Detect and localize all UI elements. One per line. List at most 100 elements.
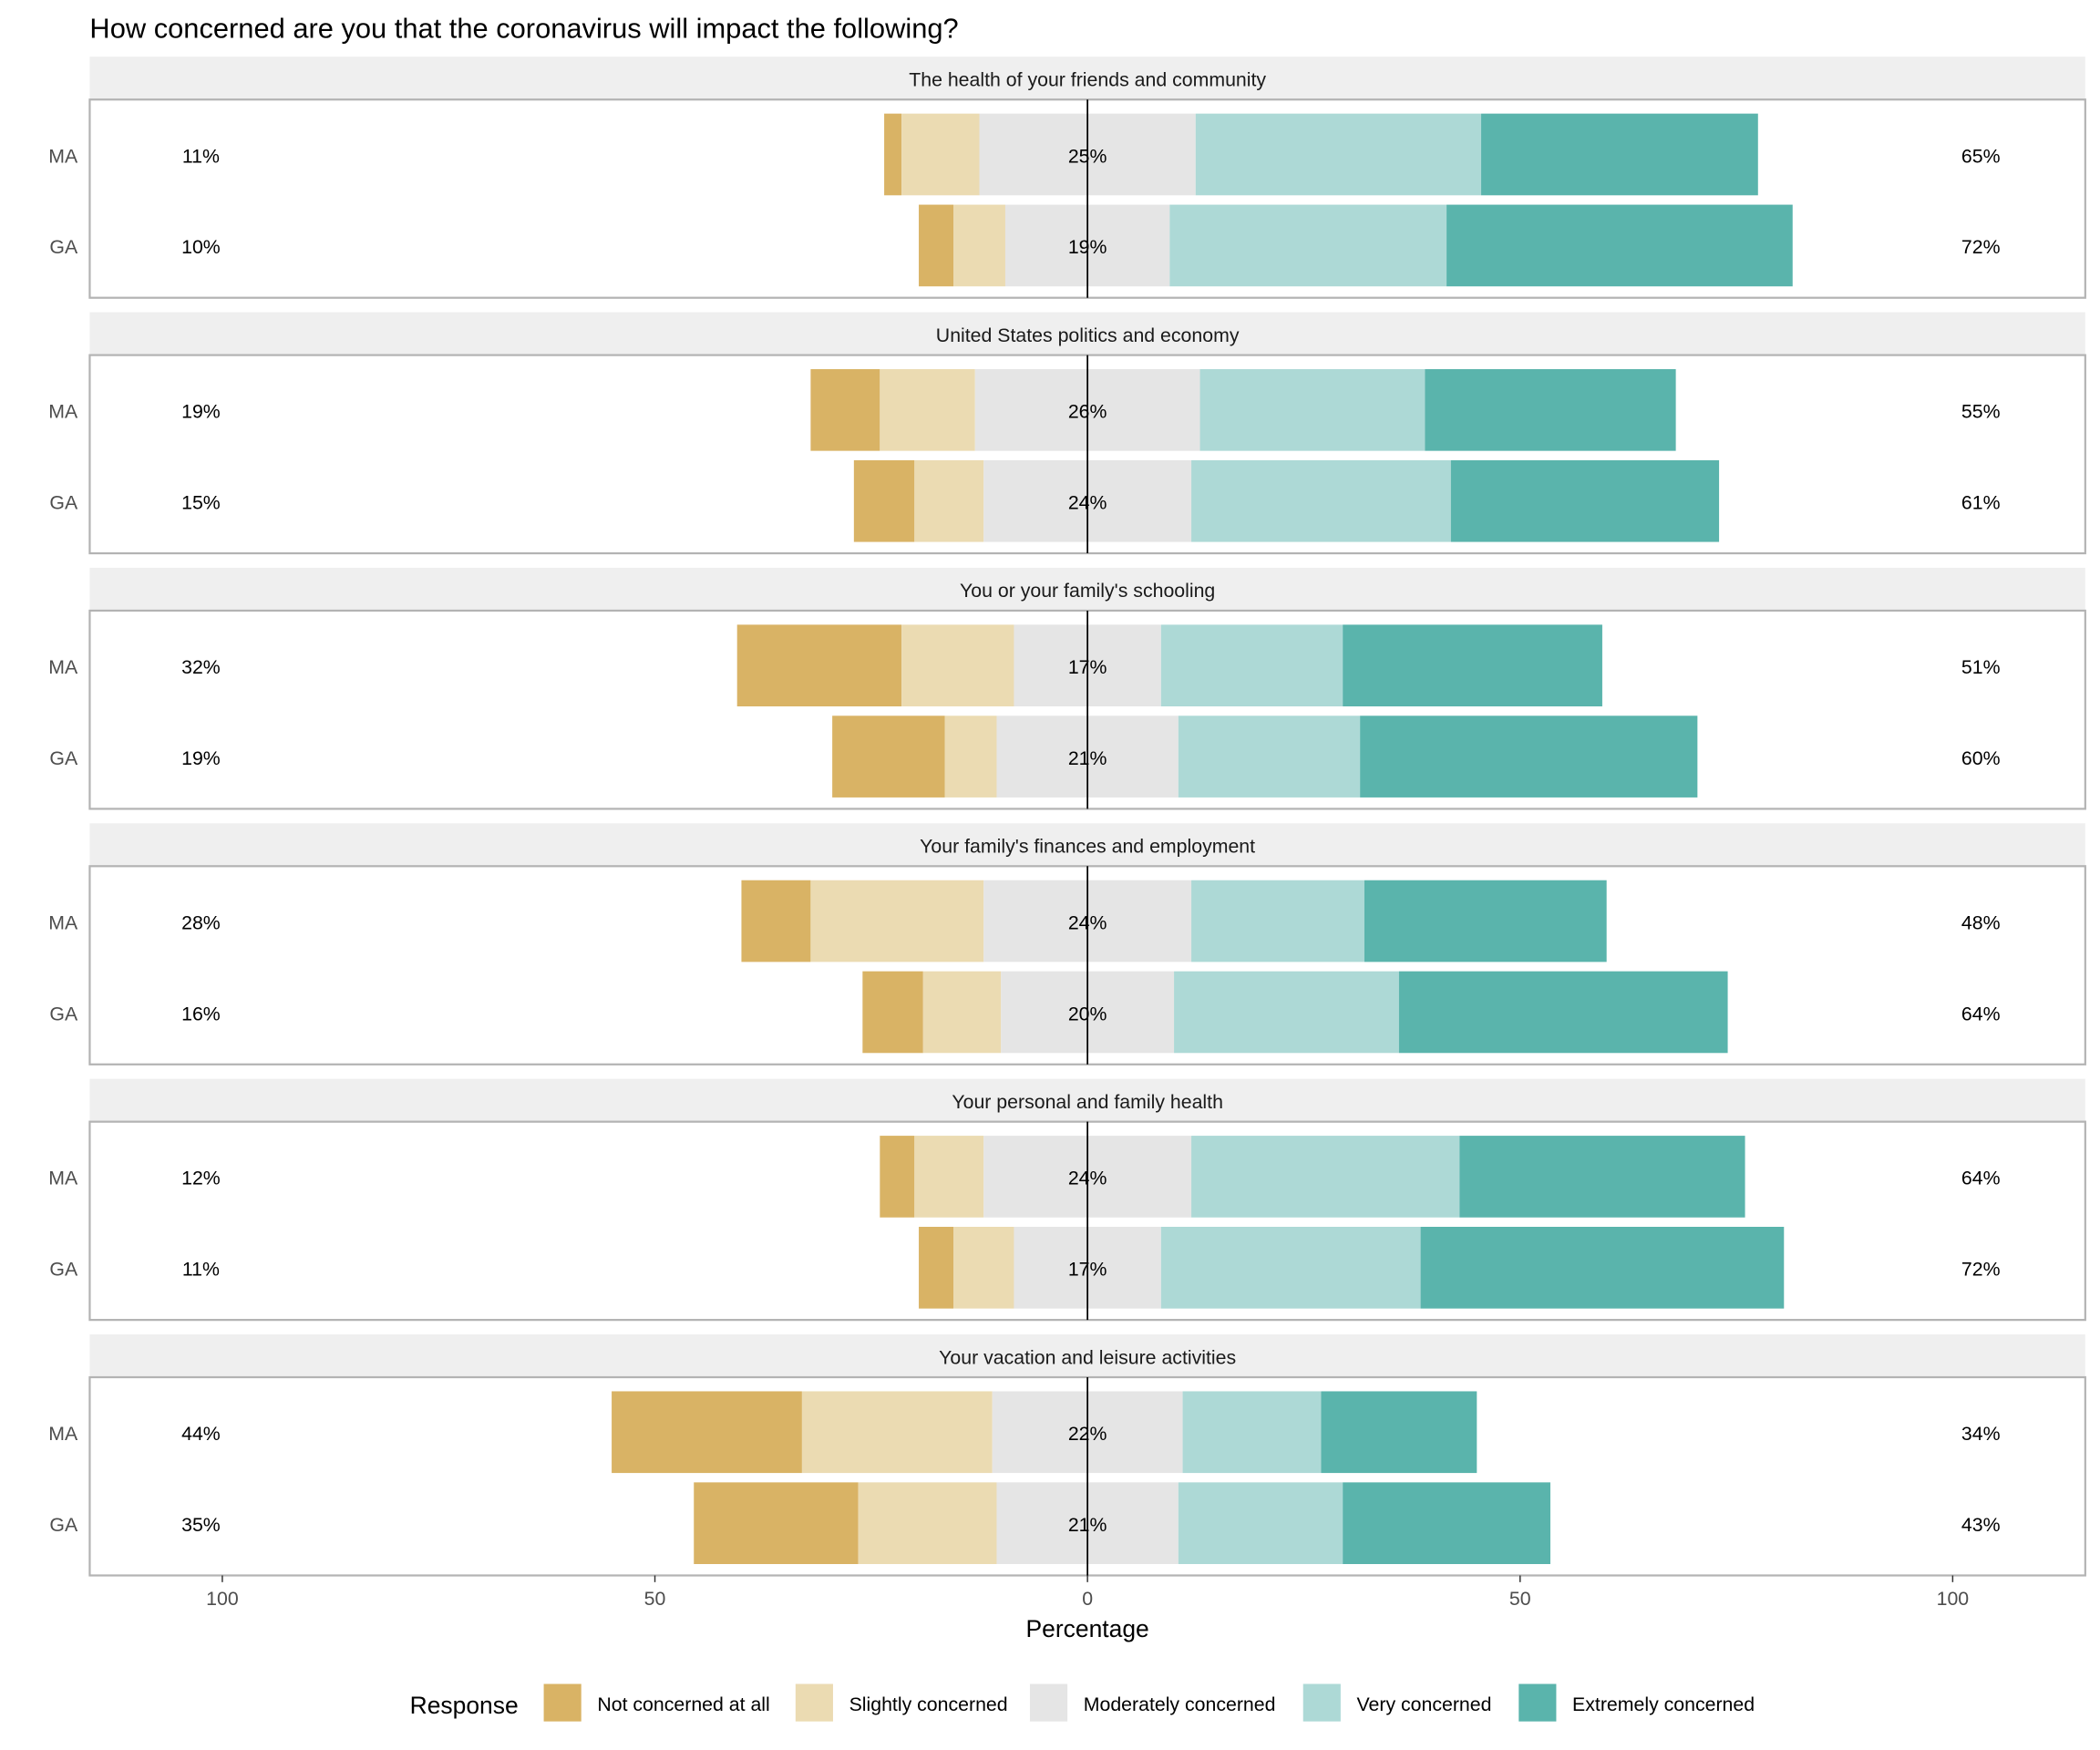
bar-segment (1398, 971, 1728, 1054)
high-percent-label: 55% (1961, 401, 2001, 423)
facet-strip (89, 57, 2085, 100)
bar-segment (1459, 1136, 1745, 1218)
bar-segment (914, 459, 984, 542)
row-label: MA (48, 911, 78, 933)
low-percent-label: 35% (181, 1514, 221, 1536)
facet-strip (89, 1334, 2085, 1378)
bar-segment (922, 971, 1002, 1054)
bar-segment (694, 1482, 859, 1564)
legend-label: Moderately concerned (1084, 1693, 1276, 1715)
legend-swatch (1029, 1683, 1068, 1722)
facet-title: United States politics and economy (936, 324, 1240, 346)
bar-segment (1446, 204, 1793, 287)
low-percent-label: 44% (181, 1423, 221, 1445)
facet-panel: The health of your friends and community… (48, 57, 2086, 299)
legend-label: Extremely concerned (1572, 1693, 1755, 1715)
bar-segment (858, 1482, 997, 1564)
row-label: GA (49, 1259, 78, 1281)
row-label: GA (49, 747, 78, 769)
low-percent-label: 19% (181, 747, 221, 769)
bar-segment (1481, 113, 1758, 196)
row-label: MA (48, 401, 78, 423)
row-label: GA (49, 1514, 78, 1536)
bar-segment (1160, 1227, 1421, 1309)
bar-segment (801, 1391, 993, 1474)
low-percent-label: 19% (181, 401, 221, 423)
low-percent-label: 11% (182, 1259, 220, 1281)
high-percent-label: 72% (1961, 236, 2001, 258)
low-percent-label: 10% (181, 236, 221, 258)
bar-segment (810, 880, 984, 962)
legend: Response Not concerned at all Slightly con… (410, 1683, 1755, 1722)
facet-strip (89, 567, 2085, 611)
bar-segment (914, 1136, 984, 1218)
high-percent-label: 51% (1961, 656, 2001, 678)
bar-segment (612, 1391, 802, 1474)
bar-segment (880, 369, 975, 451)
low-percent-label: 28% (181, 911, 221, 933)
high-percent-label: 65% (1961, 145, 2001, 167)
bar-segment (1425, 369, 1676, 451)
bar-segment (1364, 880, 1607, 962)
bar-segment (853, 459, 915, 542)
bar-segment (901, 624, 1014, 707)
legend-swatch (1518, 1683, 1557, 1722)
row-label: GA (49, 492, 78, 514)
high-percent-label: 34% (1961, 1423, 2001, 1445)
high-percent-label: 64% (1961, 1168, 2001, 1189)
high-percent-label: 72% (1961, 1259, 2001, 1281)
x-tick-label: 50 (644, 1588, 666, 1610)
facet-strip (89, 823, 2085, 867)
bar-segment (1343, 1482, 1550, 1564)
bar-segment (1160, 624, 1343, 707)
facet-title: Your family's finances and employment (920, 836, 1255, 858)
legend-swatch (1302, 1683, 1341, 1722)
bar-segment (1360, 715, 1698, 798)
row-label: MA (48, 145, 78, 167)
legend-swatch (543, 1683, 582, 1722)
legend-label: Slightly concerned (849, 1693, 1008, 1715)
legend-label: Not concerned at all (597, 1693, 769, 1715)
bar-segment (1199, 369, 1426, 451)
x-tick-label: 100 (1937, 1588, 1970, 1610)
bar-segment (944, 715, 997, 798)
x-tick-label: 50 (1509, 1588, 1531, 1610)
bar-segment (741, 880, 811, 962)
legend-label: Very concerned (1356, 1693, 1491, 1715)
bar-segment (1195, 113, 1482, 196)
bar-segment (919, 204, 954, 287)
bar-segment (1321, 1391, 1477, 1474)
facet-title: Your personal and family health (952, 1091, 1223, 1113)
low-percent-label: 32% (181, 656, 221, 678)
high-percent-label: 64% (1961, 1003, 2001, 1024)
facet-title: Your vacation and leisure activities (939, 1346, 1236, 1368)
bar-segment (736, 624, 902, 707)
bar-segment (1191, 880, 1364, 962)
low-percent-label: 16% (181, 1003, 221, 1024)
bar-segment (1450, 459, 1720, 542)
bar-segment (810, 369, 880, 451)
row-label: GA (49, 236, 78, 258)
facet-strip (89, 312, 2085, 355)
bar-segment (1420, 1227, 1785, 1309)
bar-segment (1178, 1482, 1343, 1564)
bar-segment (880, 1136, 915, 1218)
bar-segment (1174, 971, 1399, 1054)
bar-segment (953, 1227, 1014, 1309)
bar-segment (1178, 715, 1361, 798)
facet-title: You or your family's schooling (960, 580, 1215, 602)
facet-strip (89, 1078, 2085, 1122)
bar-segment (1191, 1136, 1460, 1218)
facet-title: The health of your friends and community (909, 69, 1266, 91)
row-label: MA (48, 1423, 78, 1445)
legend-swatch (795, 1683, 833, 1722)
low-percent-label: 15% (181, 492, 221, 514)
chart-title: How concerned are you that the coronavir… (89, 13, 958, 45)
bar-segment (953, 204, 1005, 287)
x-axis-label: Percentage (1026, 1615, 1149, 1642)
x-tick-label: 100 (206, 1588, 239, 1610)
high-percent-label: 48% (1961, 911, 2001, 933)
